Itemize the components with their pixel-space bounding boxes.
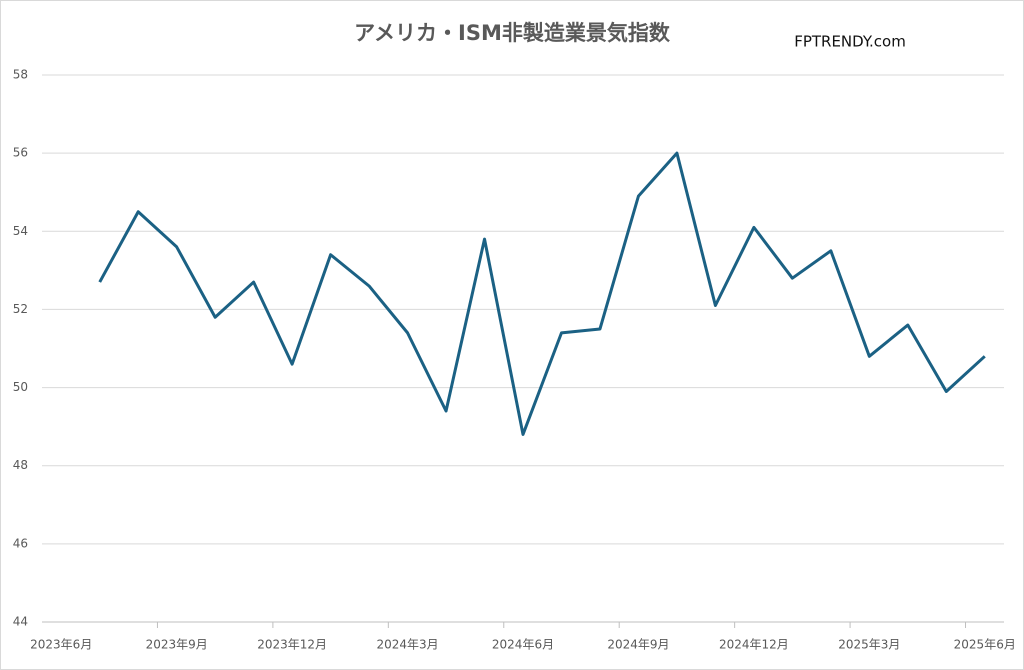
x-tick-label: 2023年6月 [30, 638, 92, 652]
x-tick-label: 2023年12月 [257, 638, 327, 652]
x-tick-label: 2024年6月 [492, 638, 554, 652]
y-tick-label: 50 [13, 380, 28, 394]
x-tick-label: 2025年6月 [954, 638, 1016, 652]
y-tick-label: 56 [13, 146, 28, 160]
x-tick-label: 2024年12月 [719, 638, 789, 652]
x-tick-label: 2025年3月 [838, 638, 900, 652]
y-tick-label: 46 [13, 536, 28, 550]
y-tick-label: 54 [13, 224, 28, 238]
y-tick-label: 52 [13, 302, 28, 316]
x-tick-label: 2024年9月 [607, 638, 669, 652]
x-tick-label: 2023年9月 [146, 638, 208, 652]
x-tick-label: 2024年3月 [376, 638, 438, 652]
watermark: FPTRENDY.com [794, 33, 906, 51]
chart-title: アメリカ・ISM非製造業景気指数 [354, 21, 671, 45]
data-line [98, 151, 986, 436]
y-tick-label: 48 [13, 458, 28, 472]
y-tick-label: 58 [13, 68, 28, 82]
y-tick-label: 44 [13, 615, 28, 629]
